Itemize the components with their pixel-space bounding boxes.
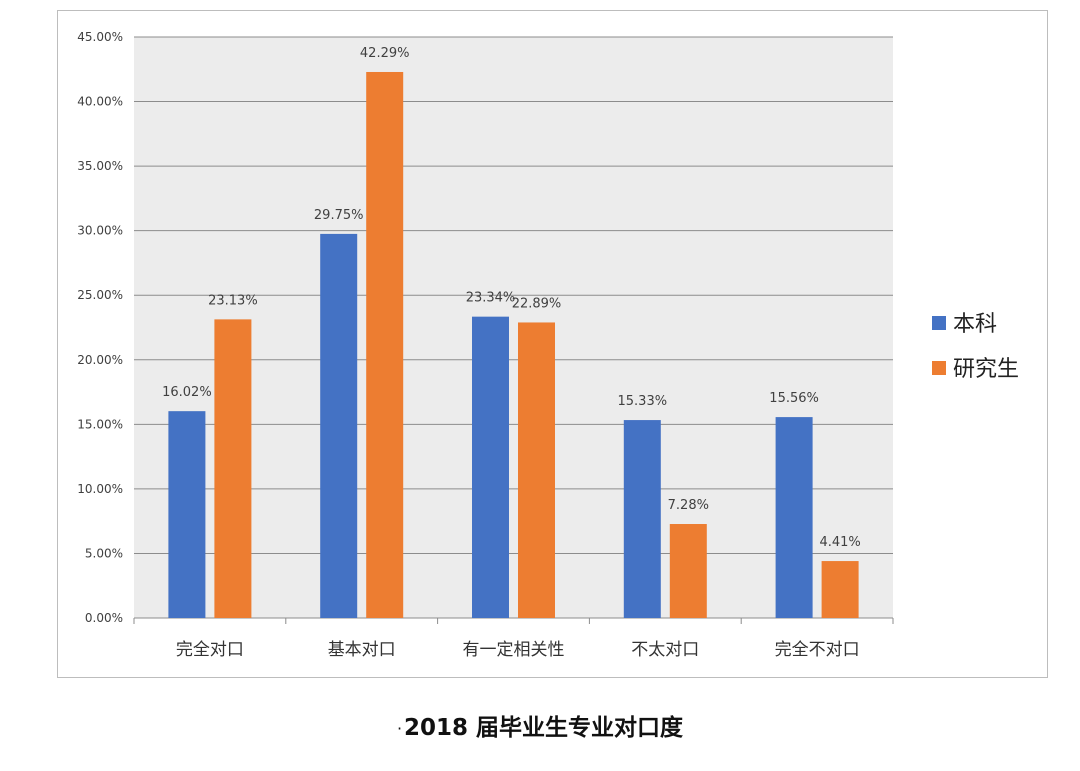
caption-text: 2018 届毕业生专业对口度 (404, 715, 684, 741)
caption-bullet: · (396, 719, 403, 738)
data-label: 15.33% (618, 394, 668, 409)
bar-undergrad (168, 411, 206, 618)
bar-undergrad (320, 233, 358, 618)
x-tick-label: 不太对口 (631, 640, 699, 660)
data-label: 23.34% (466, 291, 516, 306)
x-tick-label: 完全不对口 (775, 640, 860, 660)
y-tick-label: 5.00% (85, 546, 123, 560)
y-tick-label: 20.00% (77, 353, 123, 367)
x-tick-label: 完全对口 (176, 640, 244, 660)
y-tick-label: 10.00% (77, 482, 123, 496)
data-label: 7.28% (668, 498, 709, 513)
bar-graduate (518, 322, 555, 618)
x-tick-label: 基本对口 (328, 640, 396, 660)
data-label: 29.75% (314, 208, 364, 223)
plot-area (134, 37, 893, 618)
bar-graduate (366, 71, 404, 618)
chart-caption: ·2018 届毕业生专业对口度 (0, 708, 1080, 742)
legend-swatch (932, 361, 946, 375)
data-label: 16.02% (162, 385, 212, 400)
bar-undergrad (775, 417, 813, 618)
data-label: 23.13% (208, 293, 258, 308)
y-tick-label: 45.00% (77, 30, 123, 44)
x-tick-label: 有一定相关性 (463, 640, 565, 660)
bar-graduate (214, 319, 252, 618)
chart-frame: 0.00% 5.00% 10.00% 15.00% 20.00% 25.00% 30.00%… (57, 10, 1048, 678)
legend-label: 本科 (953, 312, 997, 337)
bar-chart: 0.00% 5.00% 10.00% 15.00% 20.00% 25.00% 30.00%… (77, 30, 1019, 660)
y-tick-label: 35.00% (77, 159, 123, 173)
bar-undergrad (623, 420, 661, 618)
y-tick-label: 30.00% (77, 224, 123, 238)
bar-graduate (821, 561, 859, 618)
y-tick-label: 25.00% (77, 288, 123, 302)
data-label: 22.89% (512, 296, 562, 311)
data-label: 15.56% (769, 391, 819, 406)
y-tick-label: 15.00% (77, 417, 123, 431)
bar-undergrad (472, 316, 509, 618)
data-label: 42.29% (360, 46, 410, 61)
data-label: 4.41% (819, 535, 860, 550)
legend-label: 研究生 (953, 357, 1019, 382)
legend-swatch (932, 316, 946, 330)
bar-graduate (669, 524, 707, 618)
y-tick-label: 0.00% (85, 611, 123, 625)
y-tick-label: 40.00% (77, 95, 123, 109)
